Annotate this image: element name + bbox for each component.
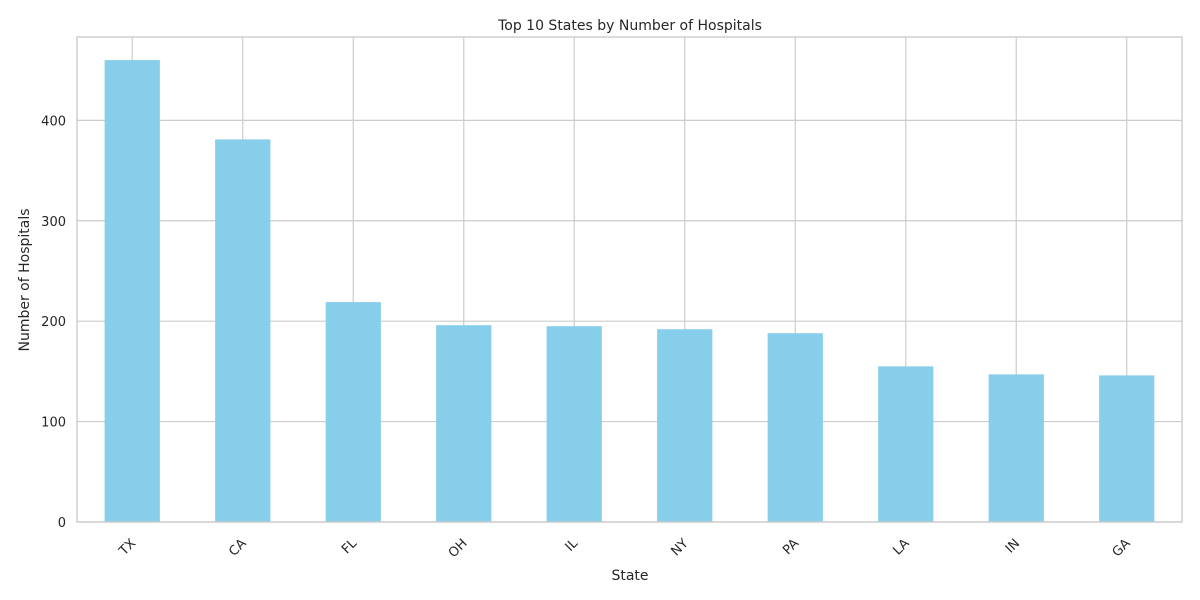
y-tick-label: 300: [41, 215, 66, 230]
y-ticks: 0 100 200 300 400: [41, 114, 66, 531]
bar-la: [878, 366, 934, 522]
bar-tx: [104, 60, 160, 522]
x-tick-label: GA: [1110, 536, 1134, 560]
x-tick-label: NY: [668, 536, 691, 559]
bar-ga: [1099, 375, 1155, 522]
bar-il: [546, 326, 602, 522]
x-tick-label: FL: [339, 536, 361, 558]
x-tick-label: PA: [780, 536, 802, 558]
bar-ca: [215, 139, 271, 522]
chart-title: Top 10 States by Number of Hospitals: [497, 18, 762, 34]
y-tick-label: 0: [58, 516, 66, 531]
x-axis-label: State: [611, 568, 648, 584]
x-tick-label: CA: [226, 536, 249, 559]
y-tick-label: 100: [41, 416, 66, 431]
bar-pa: [767, 333, 823, 522]
y-axis-label: Number of Hospitals: [17, 208, 33, 351]
bar-oh: [436, 325, 492, 522]
x-ticks: TX CA FL OH IL NY PA LA IN GA: [116, 536, 1134, 561]
bar-fl: [325, 302, 381, 522]
x-tick-label: LA: [890, 536, 912, 558]
bar-ny: [657, 329, 713, 522]
x-tick-label: IL: [563, 536, 582, 555]
plot-frame: [76, 36, 1183, 523]
x-tick-label: OH: [446, 536, 471, 561]
x-tick-label: TX: [116, 536, 139, 559]
bar-in: [988, 374, 1044, 522]
x-tick-label: IN: [1003, 536, 1023, 556]
bars: [104, 60, 1155, 522]
y-tick-label: 200: [41, 315, 66, 330]
y-tick-label: 400: [41, 114, 66, 129]
